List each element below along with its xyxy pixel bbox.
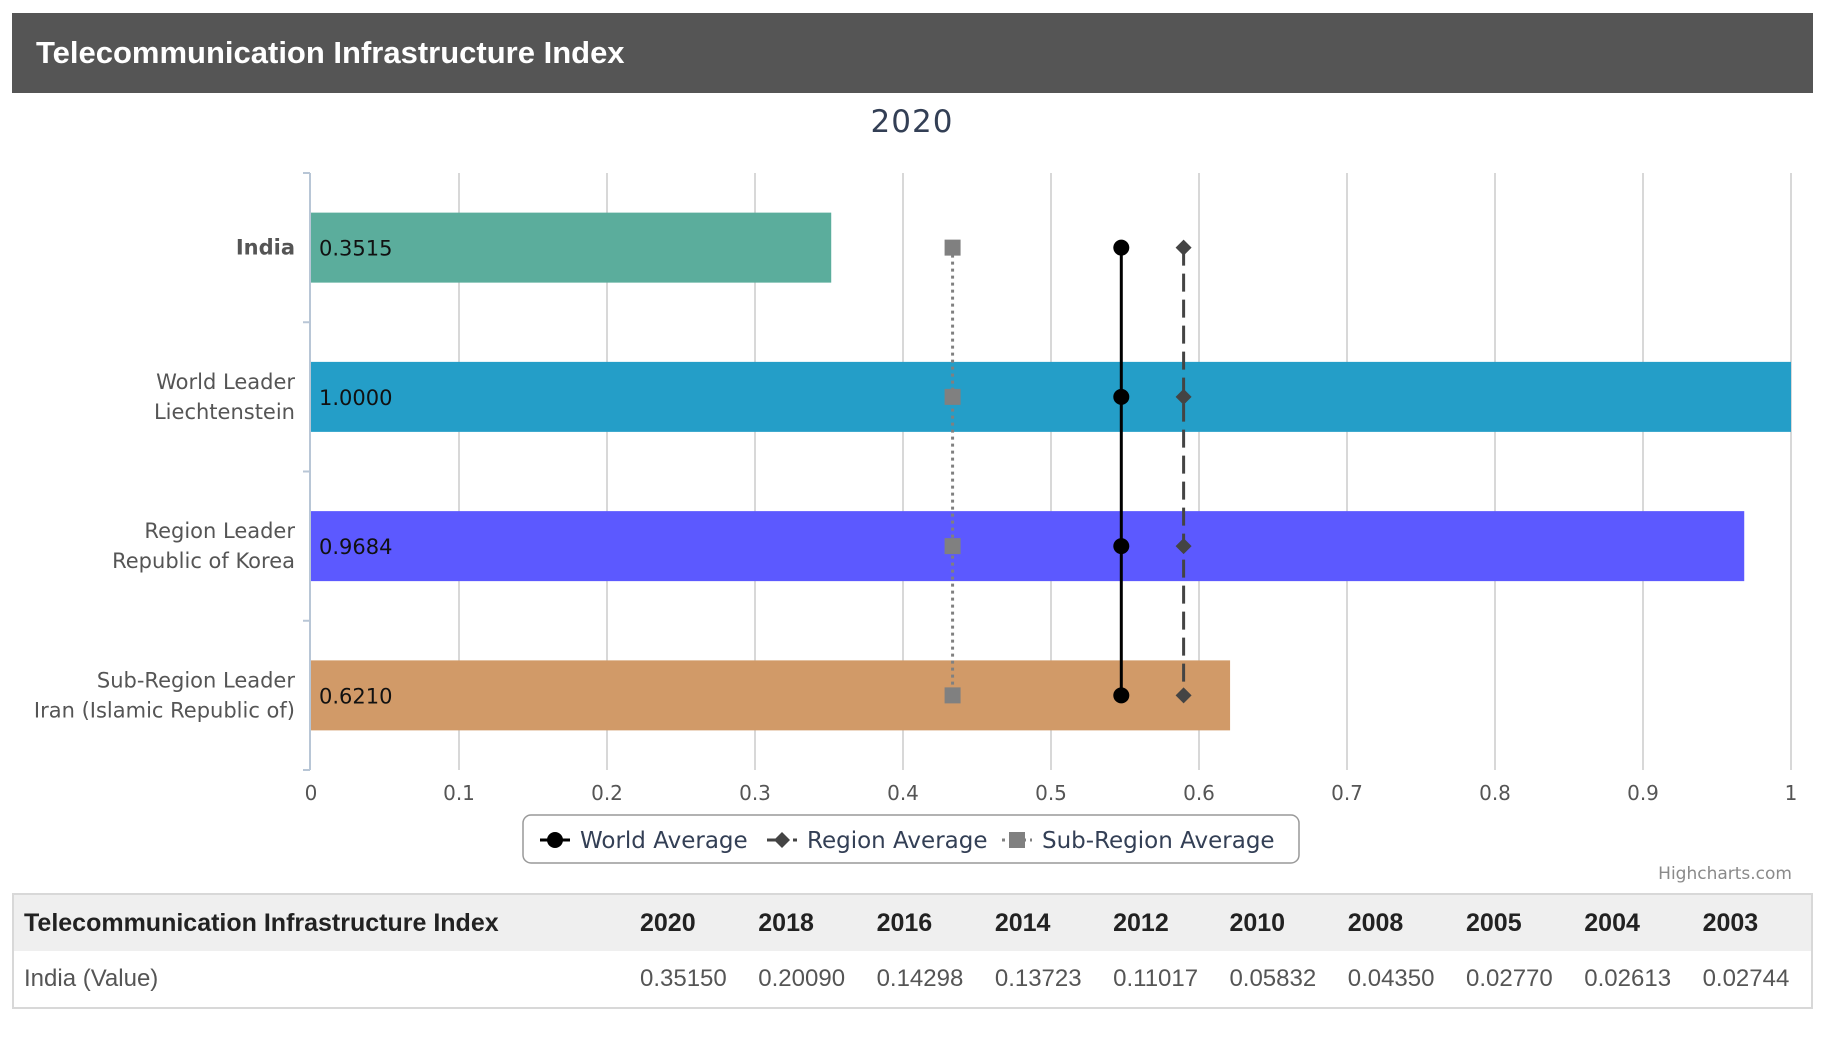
legend-item[interactable]: Region Average [767,828,988,854]
category-label: Iran (Islamic Republic of) [34,698,295,722]
bar [311,511,1745,582]
legend-label: World Average [580,828,748,854]
table-header-year: 2005 [1456,894,1575,951]
page-title: Telecommunication Infrastructure Index [36,35,625,70]
table-cell: 0.20090 [758,965,846,992]
table-cell: 0.13723 [994,965,1082,992]
table-header-year: 2008 [1337,894,1456,951]
chart-title: 2020 [871,104,954,140]
category-label: Republic of Korea [112,549,295,573]
x-tick-label: 0.5 [1035,781,1067,805]
table-header-year: 2018 [748,894,867,951]
x-tick-label: 0.4 [887,781,919,805]
x-tick-label: 1 [1785,781,1798,805]
category-label: Liechtenstein [154,400,295,424]
bar-value-label: 0.9684 [319,535,392,559]
table-cell: 0.11017 [1113,965,1199,992]
series-marker [1113,538,1130,555]
legend-label: Sub-Region Average [1042,828,1275,854]
x-tick-label: 0.9 [1627,781,1659,805]
table-cell: 0.04350 [1347,965,1435,992]
bar-value-label: 1.0000 [319,386,392,410]
table-cell: 0.05832 [1229,965,1317,992]
table-header-year: 2004 [1574,894,1693,951]
table-row: India (Value) 0.35150 0.20090 0.14298 0.1372… [13,951,1812,1008]
legend-marker [774,832,790,848]
legend-marker [1009,832,1025,848]
bar [311,660,1231,731]
x-tick-label: 0.8 [1479,781,1511,805]
table-cell: 0.14298 [876,965,964,992]
x-tick-label: 0.7 [1331,781,1363,805]
table-row-label: India (Value) [24,965,159,992]
legend-item[interactable]: World Average [540,828,748,854]
page-header: Telecommunication Infrastructure Index [12,13,1813,93]
series-marker [1175,388,1192,405]
series-marker [1175,687,1192,704]
series-marker [1175,239,1192,256]
table-header-year: 2020 [630,894,749,951]
table-header-year: 2016 [866,894,985,951]
category-label: World Leader [156,370,295,394]
category-label: Sub-Region Leader [97,668,295,692]
table-header-year: 2014 [984,894,1104,951]
series-marker [944,687,961,704]
series-marker [944,388,961,405]
legend-box [522,814,1300,864]
series-marker [944,239,961,256]
table-header-year: 2003 [1692,894,1812,951]
table-header-year: 2012 [1103,894,1220,951]
legend-marker [547,832,563,848]
x-tick-label: 0.3 [739,781,771,805]
table-header-title: Telecommunication Infrastructure Index [13,894,630,951]
legend-label: Region Average [807,828,988,854]
table-cell: 0.02770 [1466,965,1553,992]
series-region-average [1175,239,1192,704]
table-cell: 0.02744 [1702,965,1790,992]
series-marker [1113,239,1130,256]
x-tick-label: 0.1 [443,781,475,805]
legend: World Average Region Average Sub-Region Av… [522,814,1300,864]
series-world-average [1113,239,1130,704]
bar-value-label: 0.6210 [319,684,392,708]
legend-item[interactable]: Sub-Region Average [1002,828,1275,854]
series-marker [1113,388,1130,405]
data-table: Telecommunication Infrastructure Index 20… [12,893,1813,1009]
bar-chart: 2020 0 0.1 0.2 0.3 0.4 0.5 0.6 0.7 0.8 0.9 1 0.3515 I… [34,104,1798,864]
bar [311,361,1791,432]
bar-value-label: 0.3515 [319,237,392,261]
x-tick-label: 0.2 [591,781,623,805]
series-marker [944,538,961,555]
category-label: India [236,236,295,260]
credits-link[interactable]: Highcharts.com [1658,864,1792,884]
series-sub-region-average [944,239,961,704]
table-header-row: Telecommunication Infrastructure Index 20… [13,894,1812,951]
x-tick-label: 0.6 [1183,781,1215,805]
table-header-year: 2010 [1219,894,1338,951]
x-tick-label: 0 [305,781,318,805]
category-label: Region Leader [144,519,295,543]
bar [311,212,832,283]
table-cell: 0.35150 [640,965,727,992]
series-marker [1175,538,1192,555]
series-marker [1113,687,1130,704]
table-cell: 0.02613 [1584,965,1672,992]
